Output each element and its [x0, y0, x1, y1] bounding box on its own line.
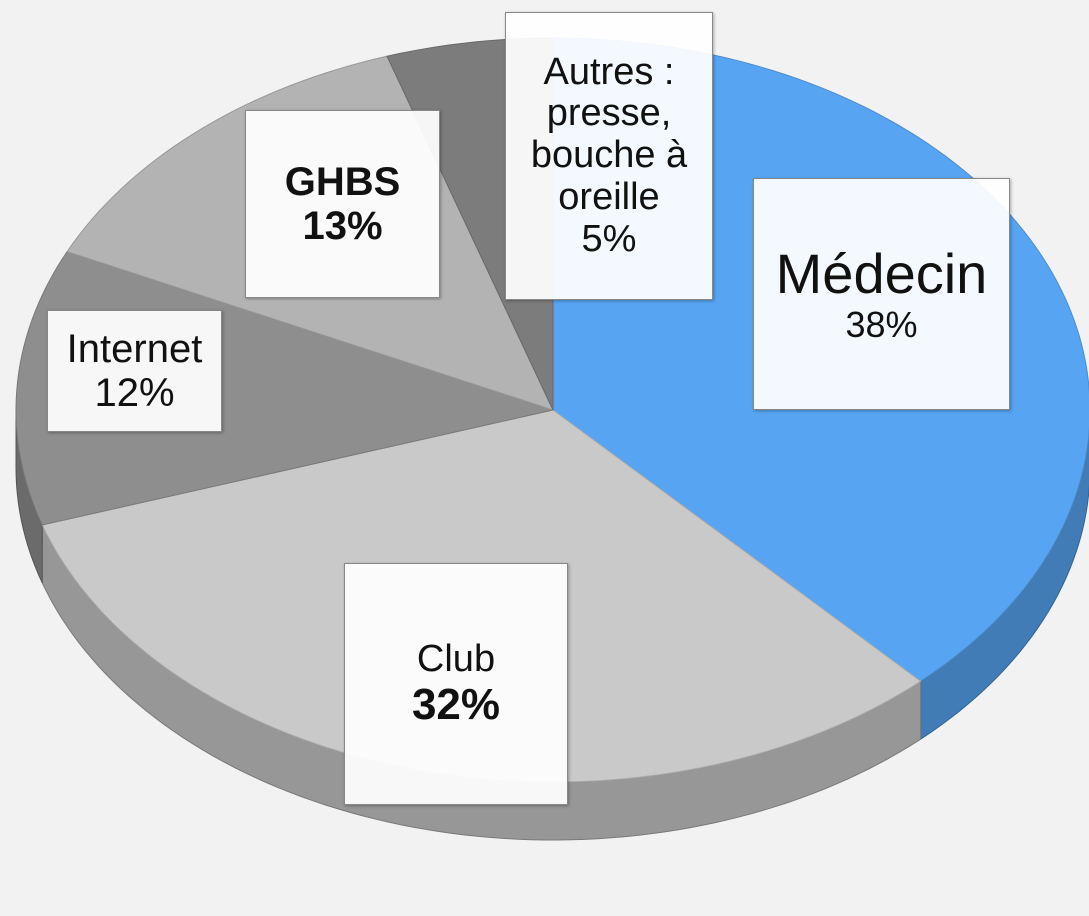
category-label: Médecin — [775, 242, 988, 306]
data-label-box: Club 32% — [344, 563, 568, 805]
value-label: 5% — [581, 217, 637, 260]
data-label-box: Médecin 38% — [753, 178, 1010, 410]
category-label: Autres : presse, bouche à oreille — [530, 50, 688, 218]
data-label-box: GHBS 13% — [245, 110, 440, 298]
data-label-box: Internet 12% — [47, 310, 222, 432]
value-label: 38% — [845, 304, 918, 345]
value-label: 32% — [411, 679, 501, 729]
category-label: Internet — [66, 327, 203, 371]
category-label: GHBS — [284, 160, 401, 204]
value-label: 12% — [94, 371, 175, 415]
value-label: 13% — [302, 204, 383, 248]
category-label: Club — [416, 637, 496, 680]
data-label-box: Autres : presse, bouche à oreille 5% — [505, 12, 713, 300]
